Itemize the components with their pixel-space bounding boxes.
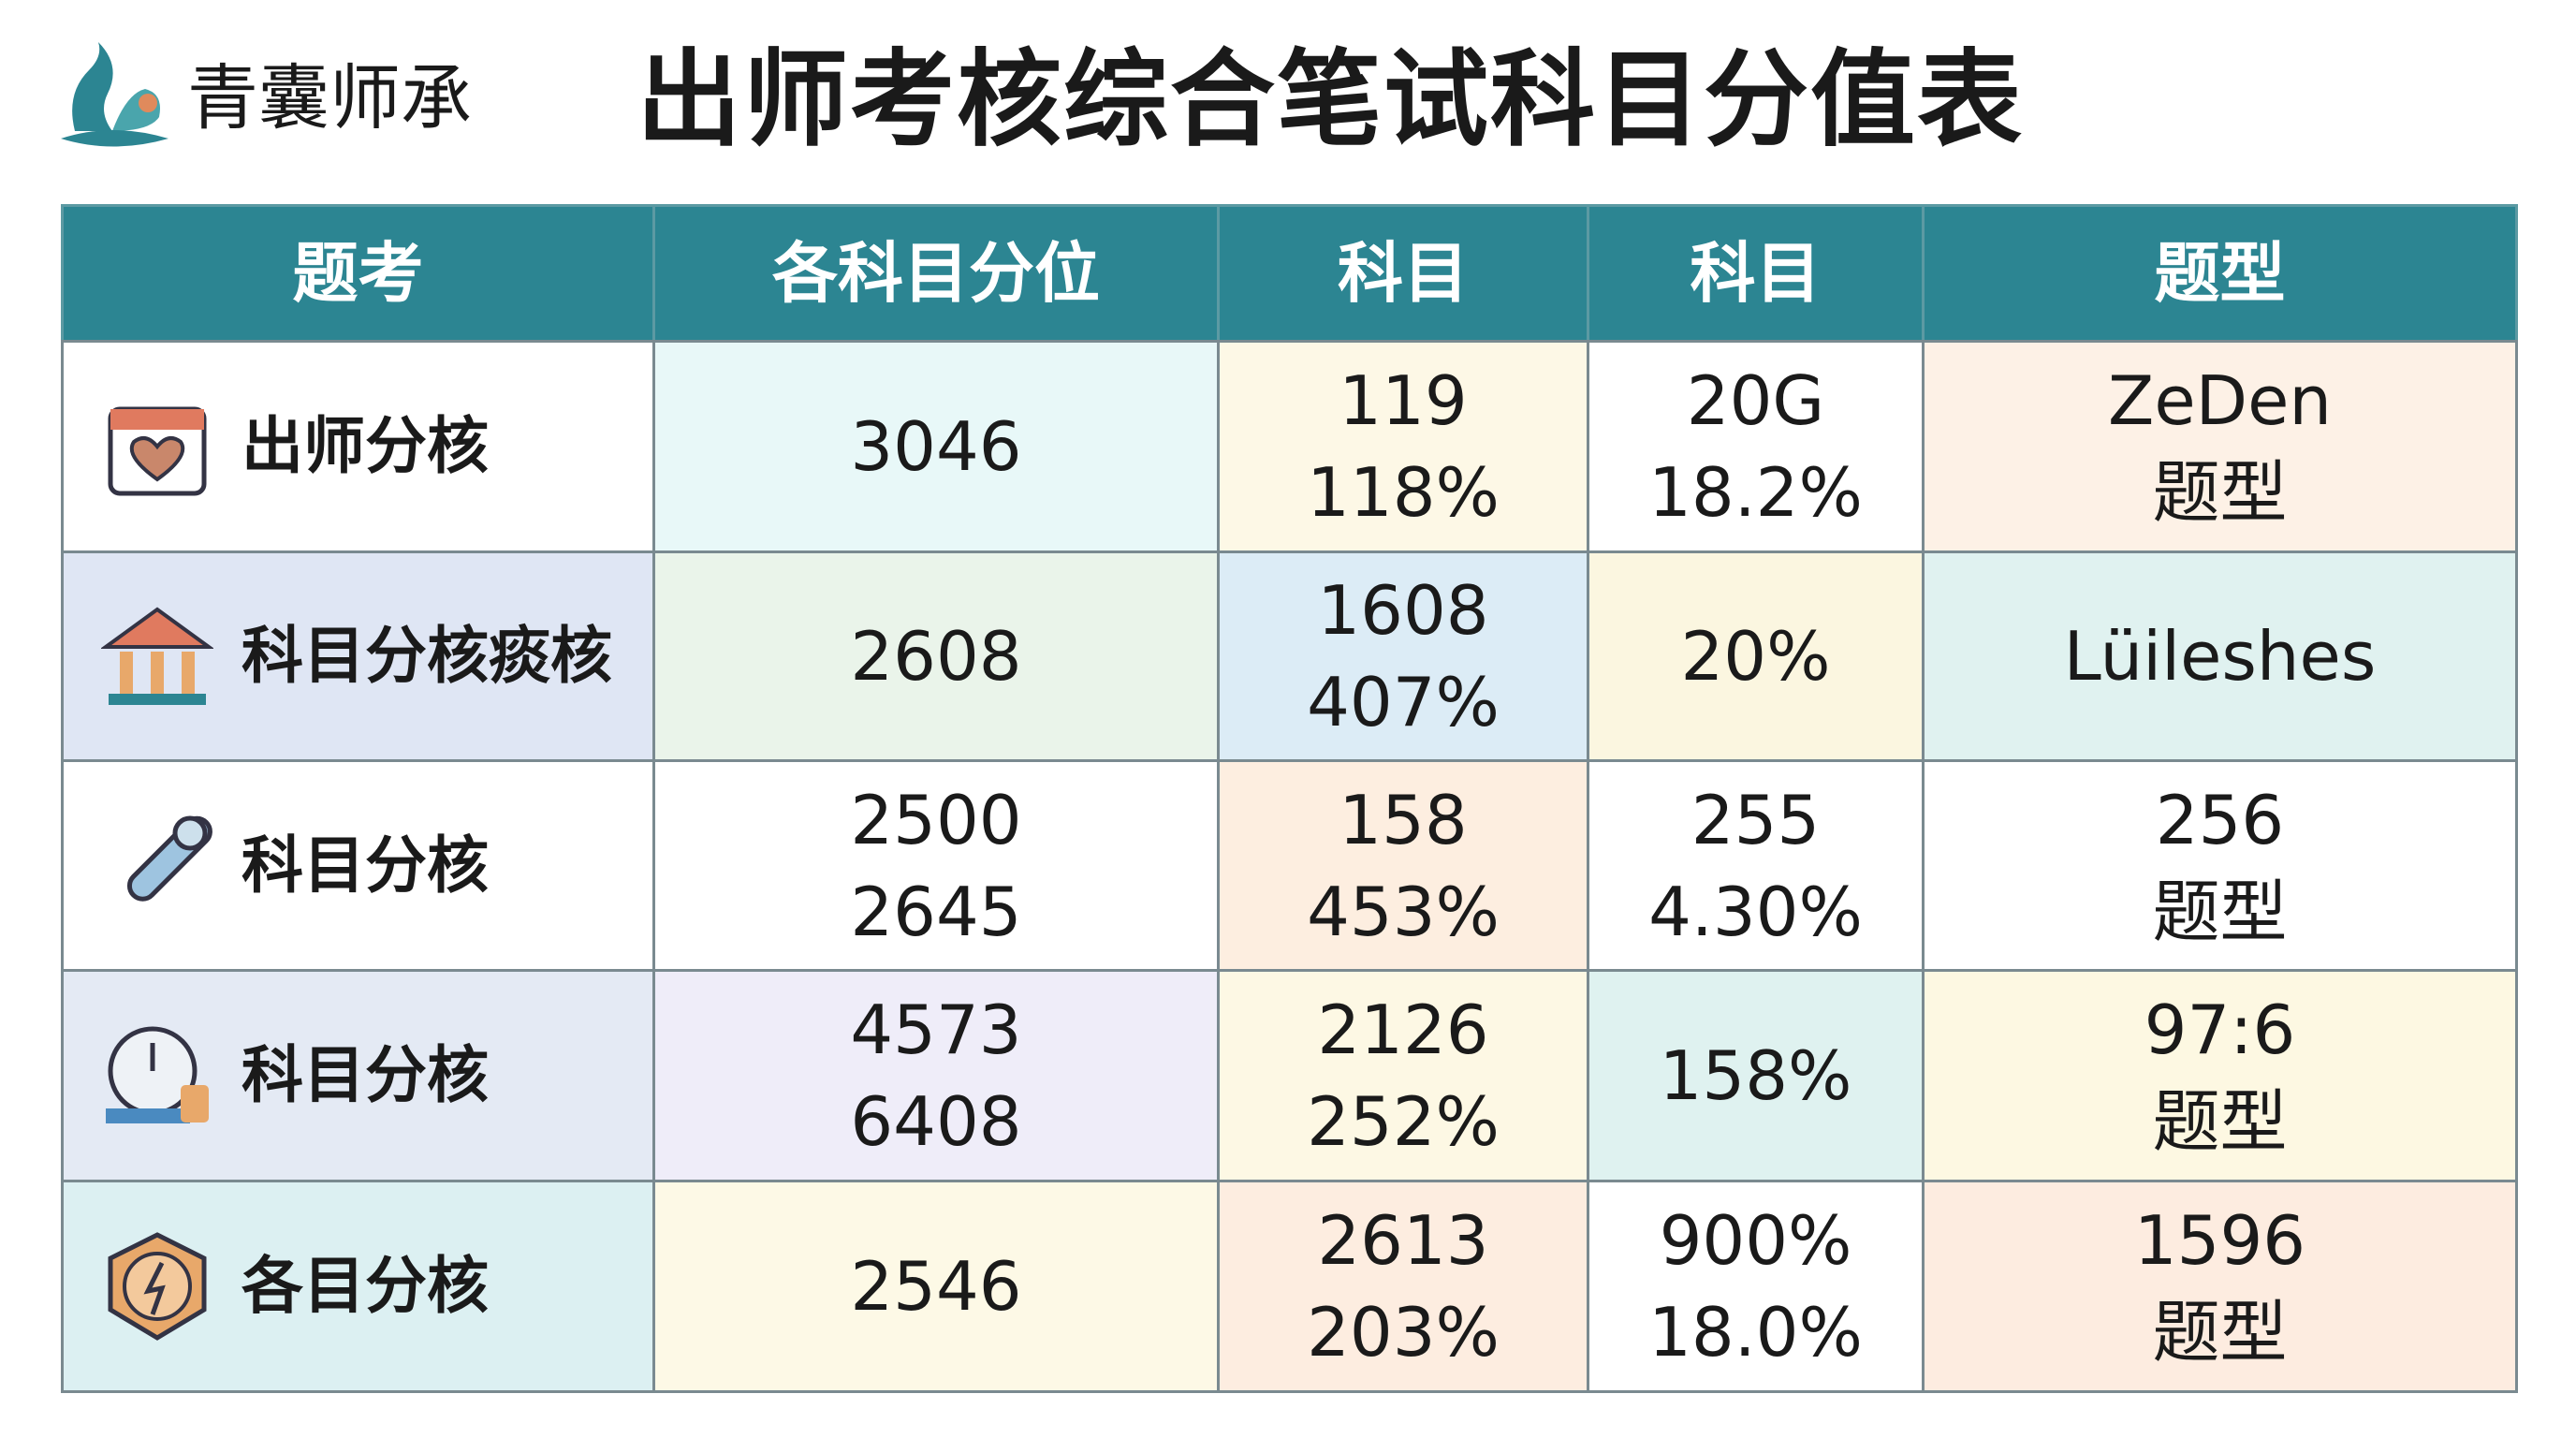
row-icon xyxy=(101,607,213,705)
cell-text: 453% xyxy=(1307,872,1500,951)
row-icon xyxy=(126,815,212,902)
cell-text: 4573 xyxy=(850,990,1022,1069)
cell-text: 118% xyxy=(1307,453,1500,532)
data-cell: Lüileshes xyxy=(1922,550,2518,762)
cell-text: 20G xyxy=(1686,361,1825,440)
data-cell: 2546 xyxy=(652,1180,1220,1393)
row-label: 科目分核痰核 xyxy=(242,620,612,692)
row-label-cell: 科目分核痰核 xyxy=(61,550,655,762)
data-cell: 20% xyxy=(1587,550,1925,762)
cell-text: 407% xyxy=(1307,663,1500,741)
page-title: 出师考核综合笔试科目分值表 xyxy=(637,39,2024,161)
row-label-cell: 科目分核 xyxy=(61,759,655,972)
data-cell: 2126 252% xyxy=(1217,969,1589,1182)
data-cell: 3046 xyxy=(652,340,1220,553)
cell-text: 203% xyxy=(1307,1293,1500,1372)
cell-text: 2645 xyxy=(850,872,1022,951)
data-cell: ZeDen 题型 xyxy=(1922,340,2518,553)
data-cell: 158% xyxy=(1587,969,1925,1182)
header-cell: 科目 xyxy=(1217,204,1589,343)
cell-text: 2613 xyxy=(1317,1201,1489,1280)
cell-text: Lüileshes xyxy=(2063,617,2377,696)
data-cell: 1596 题型 xyxy=(1922,1180,2518,1393)
cell-text: 4.30% xyxy=(1648,872,1863,951)
column-header: 科目 xyxy=(1690,235,1822,312)
cell-text: 158% xyxy=(1659,1036,1852,1115)
cell-text: 18.2% xyxy=(1648,453,1863,532)
data-cell: 97:6 题型 xyxy=(1922,969,2518,1182)
data-cell: 4573 6408 xyxy=(652,969,1220,1182)
cell-text: 255 xyxy=(1690,780,1821,859)
header-cell: 题型 xyxy=(1922,204,2518,343)
data-cell: 2613 203% xyxy=(1217,1180,1589,1393)
cell-text: 题型 xyxy=(2152,453,2288,532)
column-header: 题考 xyxy=(292,235,424,312)
cell-text: 900% xyxy=(1659,1201,1852,1280)
cell-text: 256 xyxy=(2155,780,2285,859)
cell-text: 1596 xyxy=(2133,1201,2306,1280)
header-cell: 科目 xyxy=(1587,204,1925,343)
data-cell: 2500 2645 xyxy=(652,759,1220,972)
row-icon xyxy=(106,1026,209,1123)
row-label-cell: 各目分核 xyxy=(61,1180,655,1393)
data-cell: 255 4.30% xyxy=(1587,759,1925,972)
data-cell: 119 118% xyxy=(1217,340,1589,553)
cell-text: 97:6 xyxy=(2144,990,2296,1069)
cell-text: 题型 xyxy=(2152,872,2288,951)
cell-text: 题型 xyxy=(2152,1293,2288,1372)
row-label-cell: 出师分核 xyxy=(61,340,655,553)
cell-text: 18.0% xyxy=(1648,1293,1863,1372)
cell-text: 119 xyxy=(1339,361,1468,440)
column-header: 科目 xyxy=(1338,235,1469,312)
cell-text: 2126 xyxy=(1317,990,1489,1069)
row-label-cell: 科目分核 xyxy=(61,969,655,1182)
column-header: 题型 xyxy=(2154,235,2286,312)
cell-text: 题型 xyxy=(2152,1082,2288,1161)
cell-text: 2500 xyxy=(850,780,1022,859)
header-cell: 各科目分位 xyxy=(652,204,1220,343)
data-cell: 900% 18.0% xyxy=(1587,1180,1925,1393)
row-icon xyxy=(108,406,207,496)
cell-text: 2546 xyxy=(850,1247,1022,1326)
row-label: 各目分核 xyxy=(242,1250,489,1322)
row-label: 科目分核 xyxy=(242,1039,489,1111)
row-label: 出师分核 xyxy=(242,410,489,482)
cell-text: 6408 xyxy=(850,1082,1022,1161)
cell-text: 3046 xyxy=(850,407,1022,486)
row-label: 科目分核 xyxy=(242,829,489,902)
data-cell: 158 453% xyxy=(1217,759,1589,972)
logo-text: 青囊师承 xyxy=(187,56,472,139)
data-cell: 256 题型 xyxy=(1922,759,2518,972)
header-cell: 题考 xyxy=(61,204,655,343)
cell-text: 158 xyxy=(1339,780,1468,859)
logo-icon xyxy=(61,42,168,147)
cell-text: ZeDen xyxy=(2108,361,2332,440)
data-cell: 2608 xyxy=(652,550,1220,762)
cell-text: 252% xyxy=(1307,1082,1500,1161)
data-cell: 1608 407% xyxy=(1217,550,1589,762)
row-icon xyxy=(108,1232,207,1341)
cell-text: 20% xyxy=(1680,617,1831,696)
data-cell: 20G 18.2% xyxy=(1587,340,1925,553)
cell-text: 2608 xyxy=(850,617,1022,696)
column-header: 各科目分位 xyxy=(772,235,1100,312)
cell-text: 1608 xyxy=(1317,571,1489,650)
